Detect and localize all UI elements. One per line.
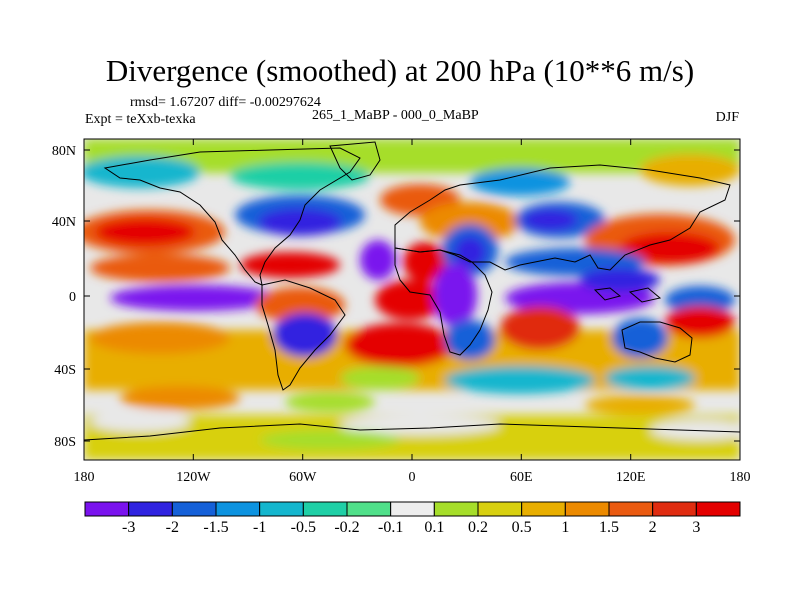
latitude-axis: 80N 40N 0 40S 80S bbox=[52, 144, 740, 450]
colorbar-label: -0.2 bbox=[334, 519, 359, 536]
colorbar-label: 1 bbox=[561, 519, 569, 536]
colorbar-label: 0.1 bbox=[424, 519, 444, 536]
divergence-field bbox=[84, 139, 740, 460]
colorbar-swatch bbox=[259, 501, 304, 517]
colorbar-swatch bbox=[608, 501, 654, 517]
colorbar-label: -0.1 bbox=[378, 519, 403, 536]
colorbar-swatch bbox=[84, 501, 130, 517]
colorbar-label: -2 bbox=[166, 519, 179, 536]
lon-tick-label: 180 bbox=[730, 470, 751, 485]
lat-tick-label: 0 bbox=[69, 290, 76, 305]
colorbar-swatch bbox=[433, 501, 479, 517]
longitude-axis: 180 120W 60W 0 60E 120E 180 bbox=[74, 139, 751, 485]
lat-tick-label: 80S bbox=[54, 435, 76, 450]
lat-tick-label: 80N bbox=[52, 144, 76, 159]
lat-tick-label: 40S bbox=[54, 363, 76, 378]
experiment-label: Expt = teXxb-texka bbox=[85, 112, 196, 127]
colorbar-swatch bbox=[390, 501, 435, 517]
lon-tick-label: 120W bbox=[176, 470, 211, 485]
colorbar-swatch bbox=[695, 501, 741, 517]
colorbar-label: 1.5 bbox=[599, 519, 619, 536]
comparison-label: 265_1_MaBP - 000_0_MaBP bbox=[312, 108, 479, 123]
lon-tick-label: 60E bbox=[510, 470, 533, 485]
colorbar-swatch bbox=[215, 501, 261, 517]
colorbar-label: 2 bbox=[649, 519, 657, 536]
colorbar-label: -1 bbox=[253, 519, 266, 536]
rmsd-diff-stats: rmsd= 1.67207 diff= -0.00297624 bbox=[130, 95, 321, 110]
colorbar-label: -1.5 bbox=[203, 519, 228, 536]
lon-tick-label: 180 bbox=[74, 470, 95, 485]
lon-tick-label: 0 bbox=[409, 470, 416, 485]
colorbar-label: -3 bbox=[122, 519, 135, 536]
coastlines bbox=[84, 141, 740, 441]
lat-tick-label: 40N bbox=[52, 215, 76, 230]
colorbar-label: 0.5 bbox=[512, 519, 532, 536]
colorbar-swatch bbox=[346, 501, 392, 517]
season-label: DJF bbox=[715, 110, 739, 125]
colorbar-swatch bbox=[652, 501, 697, 517]
lon-tick-label: 120E bbox=[616, 470, 646, 485]
colorbar: -3 -2 -1.5 -1 -0.5 -0.2 -0.1 0.1 0.2 0.5 1 1.5 2 3 bbox=[84, 501, 741, 536]
colorbar-label: 3 bbox=[692, 519, 700, 536]
colorbar-label: 0.2 bbox=[468, 519, 488, 536]
colorbar-swatch bbox=[171, 501, 217, 517]
colorbar-swatch bbox=[128, 501, 173, 517]
map-title: Divergence (smoothed) at 200 hPa (10**6 … bbox=[105, 53, 695, 88]
colorbar-swatch bbox=[564, 501, 610, 517]
lon-tick-label: 60W bbox=[289, 470, 317, 485]
colorbar-label: -0.5 bbox=[291, 519, 316, 536]
colorbar-swatch bbox=[521, 501, 566, 517]
colorbar-swatch bbox=[477, 501, 523, 517]
colorbar-swatch bbox=[302, 501, 348, 517]
